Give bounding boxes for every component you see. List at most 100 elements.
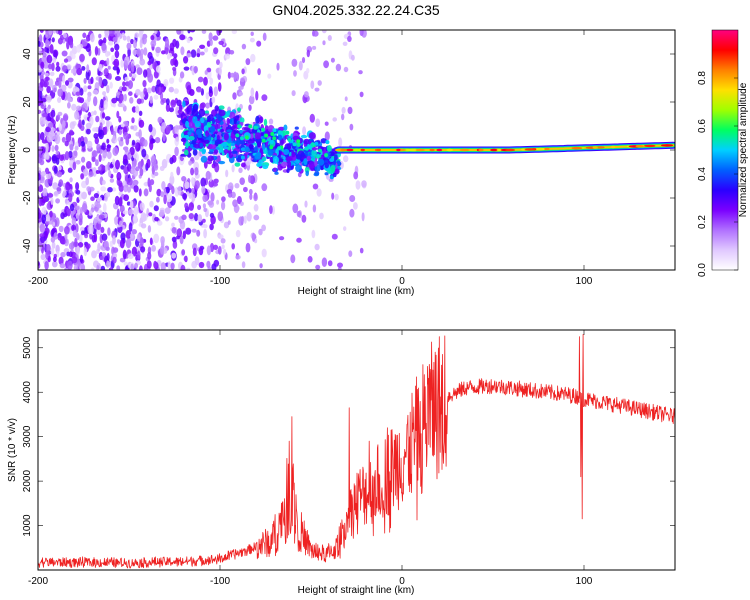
snr-panel: -200 -100 0 100 1000 2000 3000 4000 5000 Height … [7, 329, 676, 596]
spectrogram-cell [234, 162, 241, 167]
spectrogram-cell [137, 250, 141, 260]
spectrogram-cell [65, 132, 72, 143]
spectrogram-cell [139, 237, 144, 247]
spectrogram-cell [254, 132, 262, 140]
spectrogram-cell [122, 154, 128, 165]
spectrogram-cell [180, 264, 186, 270]
spectrogram-cell [147, 251, 152, 260]
spectrogram-cell [119, 239, 125, 249]
spectrogram-cell [263, 118, 268, 126]
spectrogram-cell [341, 113, 345, 121]
spectrogram-cell [194, 213, 199, 222]
colorbar-tick-label: 0.0 [697, 263, 708, 277]
spectrogram-cell [104, 116, 111, 121]
spectrogram-cell [40, 174, 45, 184]
spectrogram-cell [212, 182, 218, 187]
spectrogram-cell [217, 211, 224, 222]
spectrogram-cell [40, 235, 46, 244]
spectrogram-cell [104, 126, 108, 135]
spectrogram-cell [153, 163, 159, 171]
spectrogram-cell [79, 234, 83, 243]
spectrogram-cell [156, 86, 163, 96]
spectrogram-cell [101, 42, 107, 51]
spectrogram-cell [106, 119, 110, 128]
spectrogram-cell [45, 76, 50, 81]
spectrogram-cell [172, 38, 177, 48]
spectrogram-carrier-cell [592, 146, 598, 149]
spectrogram-cell [238, 85, 244, 90]
spectrogram-cell [182, 230, 186, 240]
spectrogram-cell [69, 121, 75, 130]
spectrogram-cell [53, 256, 57, 263]
spectrogram-cell [120, 123, 125, 128]
spectrogram-cell [99, 122, 103, 131]
spectrogram-cell [355, 180, 361, 190]
spectrogram-cell [331, 192, 335, 200]
spectrogram-cell [112, 103, 116, 108]
spectrogram-cell [82, 102, 88, 109]
spectrogram-cell [283, 124, 288, 131]
spectrogram-cell [334, 193, 339, 201]
spectrogram-cell [62, 75, 66, 84]
spectrogram-cell [248, 144, 254, 150]
spectrogram-cell [269, 140, 274, 144]
spectrogram-cell [45, 214, 51, 222]
spectrogram-cell [278, 126, 285, 131]
spectrogram-cell [248, 104, 252, 111]
spectrogram-cell [238, 91, 244, 96]
spectrogram-cell [343, 66, 349, 73]
spectrogram-cell [128, 91, 133, 96]
spectrogram-cell [106, 57, 110, 66]
spectrogram-cell [80, 263, 86, 270]
spectrogram-cell [209, 148, 215, 152]
spectrogram-cell [210, 192, 215, 203]
spectrogram-cell [130, 63, 135, 73]
spectrogram-cell [69, 129, 74, 136]
spectrogram-cell [51, 214, 56, 221]
spectrogram-cell [246, 211, 252, 222]
spectrogram-cell [83, 77, 87, 84]
spectrogram-cell [45, 251, 49, 260]
colorbar-tick-label: 0.4 [697, 167, 708, 181]
spectrogram-ytick-label: -20 [22, 190, 33, 205]
spectrogram-cell [171, 227, 177, 234]
spectrogram-cell [221, 142, 228, 147]
spectrogram-cell [251, 128, 257, 134]
spectrogram-cell [86, 64, 90, 73]
spectrogram-cell [174, 215, 179, 220]
spectrogram-cell [85, 177, 89, 186]
spectrogram-cell [287, 137, 292, 142]
spectrogram-cell [51, 62, 55, 72]
spectrogram-cell [194, 167, 199, 176]
spectrogram-cell [46, 48, 50, 54]
spectrogram-cell [166, 98, 170, 106]
spectrogram-cell [114, 43, 120, 51]
spectrogram-cell [54, 134, 61, 145]
spectrogram-cell [57, 88, 63, 97]
spectrogram-cell [134, 32, 140, 38]
spectrogram-cell [100, 98, 104, 109]
spectrogram-cell [307, 255, 313, 263]
spectrogram-cell [343, 155, 349, 163]
spectrogram-cell [58, 225, 64, 233]
spectrogram-cell [102, 91, 107, 96]
spectrogram-cell [169, 175, 175, 185]
spectrogram-cell [181, 249, 186, 256]
spectrogram-cell [213, 149, 219, 154]
spectrogram-cell [183, 255, 188, 262]
spectrogram-xtick-label: -100 [210, 276, 230, 287]
spectrogram-cell [65, 181, 71, 191]
spectrogram-cell [44, 261, 49, 270]
spectrogram-cell [139, 30, 143, 39]
spectrogram-cell [46, 94, 52, 103]
snr-xtick-label: 100 [576, 576, 593, 587]
spectrogram-cell [261, 138, 266, 143]
spectrogram-cell [283, 149, 290, 155]
spectrogram-cell [116, 171, 122, 181]
spectrogram-cell [136, 98, 142, 105]
spectrogram-cell [132, 179, 139, 186]
spectrogram-cell [86, 161, 92, 169]
snr-frame [37, 329, 676, 571]
spectrogram-cell [82, 168, 89, 177]
